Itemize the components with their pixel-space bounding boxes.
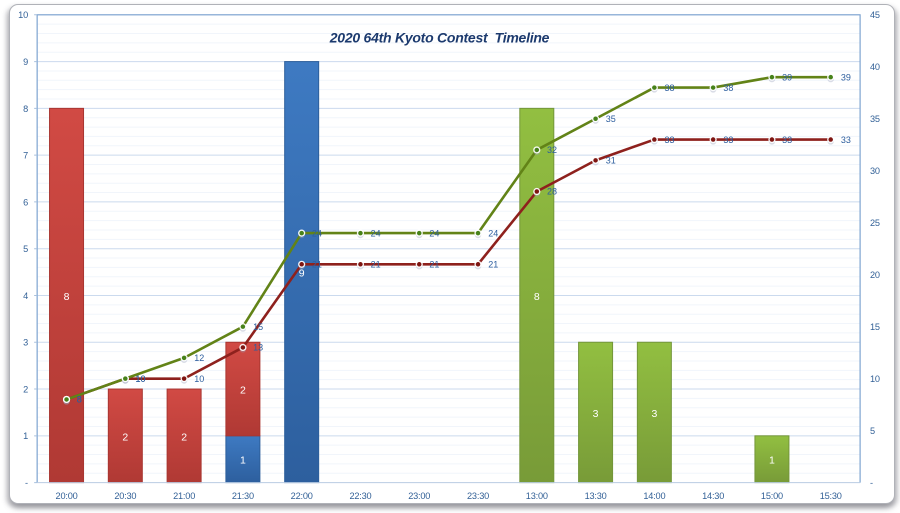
svg-text:39: 39	[841, 72, 851, 82]
svg-text:45: 45	[870, 10, 880, 20]
svg-text:33: 33	[841, 135, 851, 145]
svg-text:10: 10	[194, 374, 204, 384]
svg-text:32: 32	[547, 145, 557, 155]
svg-text:20:30: 20:30	[114, 491, 136, 501]
svg-text:24: 24	[429, 228, 439, 238]
svg-text:10: 10	[18, 10, 28, 20]
svg-text:38: 38	[665, 83, 675, 93]
svg-text:10: 10	[136, 374, 146, 384]
svg-text:8: 8	[64, 291, 70, 303]
svg-text:6: 6	[23, 197, 28, 207]
svg-text:2: 2	[122, 431, 128, 443]
svg-text:5: 5	[870, 426, 875, 436]
svg-text:20:00: 20:00	[56, 491, 78, 501]
svg-text:33: 33	[723, 135, 733, 145]
svg-text:3: 3	[23, 338, 28, 348]
svg-text:22:30: 22:30	[349, 491, 371, 501]
svg-text:30: 30	[870, 166, 880, 176]
svg-text:21:00: 21:00	[173, 491, 195, 501]
svg-text:1: 1	[23, 431, 28, 441]
svg-text:31: 31	[606, 156, 616, 166]
svg-text:10: 10	[136, 374, 146, 384]
svg-text:13: 13	[253, 343, 263, 353]
svg-text:23:00: 23:00	[408, 491, 430, 501]
svg-text:24: 24	[312, 228, 322, 238]
svg-text:33: 33	[665, 135, 675, 145]
svg-text:7: 7	[23, 151, 28, 161]
svg-text:20: 20	[870, 270, 880, 280]
svg-text:21: 21	[429, 259, 439, 269]
svg-text:25: 25	[870, 218, 880, 228]
svg-text:12: 12	[194, 353, 204, 363]
svg-text:40: 40	[870, 62, 880, 72]
svg-text:1: 1	[769, 455, 775, 467]
svg-text:8: 8	[23, 104, 28, 114]
svg-text:8: 8	[77, 395, 82, 405]
svg-text:5: 5	[23, 244, 28, 254]
svg-text:21: 21	[371, 259, 381, 269]
svg-text:21: 21	[312, 259, 322, 269]
svg-text:13:00: 13:00	[526, 491, 548, 501]
svg-text:2020 64th Kyoto Contest Timel: 2020 64th Kyoto Contest Timeline	[329, 30, 550, 46]
svg-text:3: 3	[593, 408, 599, 420]
svg-text:8: 8	[534, 291, 540, 303]
svg-text:15:00: 15:00	[761, 491, 783, 501]
svg-text:-: -	[870, 478, 873, 488]
svg-text:14:00: 14:00	[643, 491, 665, 501]
svg-text:3: 3	[651, 408, 657, 420]
svg-text:15: 15	[253, 322, 263, 332]
svg-text:33: 33	[782, 135, 792, 145]
svg-text:13:30: 13:30	[585, 491, 607, 501]
svg-text:9: 9	[23, 57, 28, 67]
svg-text:35: 35	[606, 114, 616, 124]
svg-text:9: 9	[299, 268, 305, 280]
svg-text:2: 2	[181, 431, 187, 443]
svg-text:10: 10	[870, 374, 880, 384]
svg-text:24: 24	[371, 228, 381, 238]
svg-text:35: 35	[870, 114, 880, 124]
svg-text:15:30: 15:30	[820, 491, 842, 501]
svg-text:15: 15	[870, 322, 880, 332]
svg-text:1: 1	[240, 455, 246, 467]
svg-text:24: 24	[488, 228, 498, 238]
svg-text:21:30: 21:30	[232, 491, 254, 501]
svg-text:14:30: 14:30	[702, 491, 724, 501]
svg-text:22:00: 22:00	[291, 491, 313, 501]
svg-text:23:30: 23:30	[467, 491, 489, 501]
svg-text:2: 2	[23, 384, 28, 394]
svg-text:2: 2	[240, 385, 246, 397]
svg-text:28: 28	[547, 187, 557, 197]
svg-text:-: -	[25, 478, 28, 488]
svg-text:21: 21	[488, 259, 498, 269]
svg-text:4: 4	[23, 291, 28, 301]
svg-text:39: 39	[782, 72, 792, 82]
svg-text:8: 8	[77, 395, 82, 405]
svg-text:38: 38	[723, 83, 733, 93]
